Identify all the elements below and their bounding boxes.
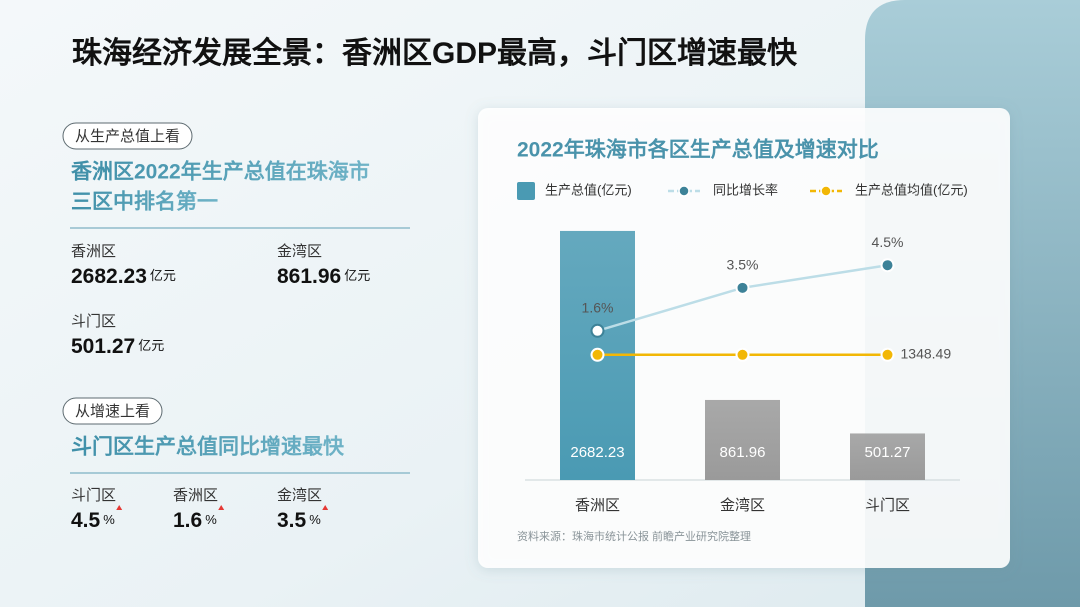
point — [590, 323, 605, 338]
page-title: 珠海经济发展全景：香洲区GDP最高，斗门区增速最快 — [72, 36, 798, 70]
stat-value: 4.5% — [71, 509, 115, 532]
stat-label: 金湾区 — [277, 487, 322, 504]
stat-unit: 亿元 — [150, 268, 176, 283]
point-label: 1348.49 — [901, 345, 952, 361]
up-arrow — [322, 505, 329, 510]
tag: 从生产总值上看 — [75, 128, 180, 145]
heading: 三区中排名第一 — [71, 190, 218, 214]
tag-pill — [62, 397, 163, 425]
up-arrow — [116, 505, 123, 510]
stat-number: 501.27 — [71, 335, 135, 358]
tag-pill — [62, 122, 193, 150]
stat-number: 4.5 — [71, 509, 101, 532]
chart: 2022年珠海市各区生产总值及增速对比 资料来源：珠海市统计公报 前瞻产业研究院… — [517, 138, 968, 543]
stat-label: 金湾区 — [277, 243, 322, 260]
legend-marker — [820, 185, 832, 197]
point — [735, 347, 750, 362]
stat-unit: 亿元 — [344, 268, 370, 283]
legend-swatch — [517, 182, 535, 200]
heading: 斗门区生产总值同比增速最快 — [71, 435, 345, 459]
source: 资料来源：珠海市统计公报 前瞻产业研究院整理 — [517, 529, 751, 543]
legend-label: 同比增长率 — [713, 182, 778, 197]
stat-label: 斗门区 — [71, 487, 116, 504]
tag: 从增速上看 — [75, 403, 150, 420]
point — [590, 347, 605, 362]
up-arrow — [218, 505, 225, 510]
stat-label: 香洲区 — [71, 243, 116, 260]
stat-number: 2682.23 — [71, 265, 147, 288]
stat-unit: % — [205, 512, 217, 527]
stat-label: 斗门区 — [71, 313, 116, 330]
stat-number: 861.96 — [277, 265, 341, 288]
bar-label: 861.96 — [720, 444, 766, 461]
point-label: 3.5% — [727, 257, 759, 273]
legend-label: 生产总值均值(亿元) — [855, 182, 968, 197]
stat-value: 501.27 亿元 — [71, 335, 164, 358]
legend-marker — [678, 185, 690, 197]
chart-title: 2022年珠海市各区生产总值及增速对比 — [517, 138, 879, 162]
stat-unit: 亿元 — [138, 338, 164, 353]
stat-value: 3.5% — [277, 509, 321, 532]
bar — [705, 399, 780, 480]
x-tick-label: 斗门区 — [865, 497, 910, 514]
point — [880, 258, 895, 273]
bar — [850, 433, 925, 480]
stat-unit: % — [309, 512, 321, 527]
x-tick-label: 金湾区 — [720, 497, 765, 514]
stat-value: 1.6% — [173, 509, 217, 532]
heading: 香洲区2022年生产总值在珠海市 — [71, 160, 370, 184]
stat-number: 1.6 — [173, 509, 202, 532]
bar-label: 501.27 — [865, 444, 911, 461]
x-tick-label: 香洲区 — [575, 497, 620, 514]
point — [880, 347, 895, 362]
stat-value: 2682.23 亿元 — [71, 265, 176, 288]
point — [735, 280, 750, 295]
stat-number: 3.5 — [277, 509, 307, 532]
point-label: 4.5% — [872, 234, 904, 250]
bar-label: 2682.23 — [570, 444, 624, 461]
stat-unit: % — [103, 512, 115, 527]
bar-shade — [705, 400, 780, 480]
stat-label: 香洲区 — [173, 487, 218, 504]
point-label: 1.6% — [582, 299, 614, 315]
stat-value: 861.96 亿元 — [277, 265, 370, 288]
legend-label: 生产总值(亿元) — [545, 182, 632, 197]
